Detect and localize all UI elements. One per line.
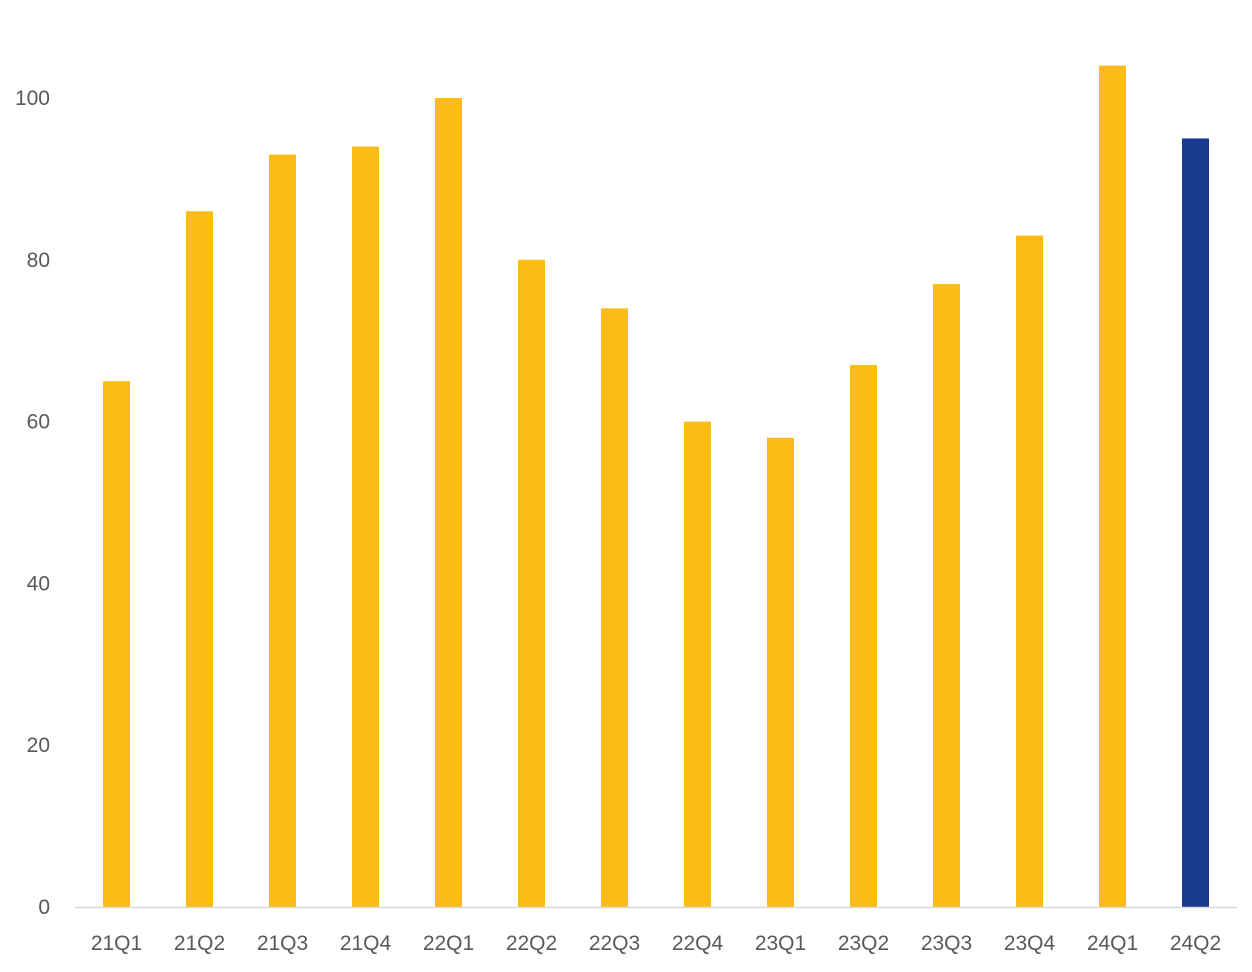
x-tick-label: 23Q4	[1004, 932, 1056, 955]
x-axis-ticks: 21Q1 21Q2 21Q3 21Q4 22Q1 22Q2 22Q3 22Q4 23Q1 23Q2…	[91, 932, 1221, 955]
x-tick-label: 23Q2	[838, 932, 889, 955]
x-tick-label: 24Q2	[1170, 932, 1221, 955]
bar-24q2	[1182, 138, 1209, 907]
x-tick-label: 22Q4	[672, 932, 724, 955]
x-tick-label: 22Q2	[506, 932, 557, 955]
y-tick-label: 80	[27, 249, 50, 272]
bar-21q4	[352, 146, 379, 908]
bar-22q4	[684, 421, 711, 907]
x-tick-label: 23Q3	[921, 932, 972, 955]
y-tick-label: 40	[27, 572, 50, 595]
bar-22q3	[601, 308, 628, 908]
bar-series	[103, 65, 1209, 908]
y-tick-label: 100	[15, 87, 50, 110]
y-axis-ticks: 0 20 40 60 80 100	[15, 87, 50, 919]
x-tick-label: 24Q1	[1087, 932, 1138, 955]
y-tick-label: 0	[38, 896, 50, 919]
x-tick-label: 23Q1	[755, 932, 806, 955]
x-tick-label: 21Q1	[91, 932, 142, 955]
x-tick-label: 21Q2	[174, 932, 225, 955]
bar-21q2	[186, 211, 213, 907]
y-tick-label: 60	[27, 411, 50, 434]
x-tick-label: 21Q3	[257, 932, 308, 955]
bar-22q1	[435, 98, 462, 907]
x-tick-label: 22Q3	[589, 932, 640, 955]
bar-21q1	[103, 381, 130, 907]
y-tick-label: 20	[27, 734, 50, 757]
x-tick-label: 21Q4	[340, 932, 392, 955]
bar-22q2	[518, 259, 545, 907]
bar-23q1	[767, 437, 794, 907]
bar-23q3	[933, 284, 960, 907]
x-tick-label: 22Q1	[423, 932, 474, 955]
bar-23q4	[1016, 235, 1043, 907]
bar-24q1	[1099, 65, 1126, 907]
bar-23q2	[850, 364, 877, 908]
bar-21q3	[269, 154, 296, 907]
